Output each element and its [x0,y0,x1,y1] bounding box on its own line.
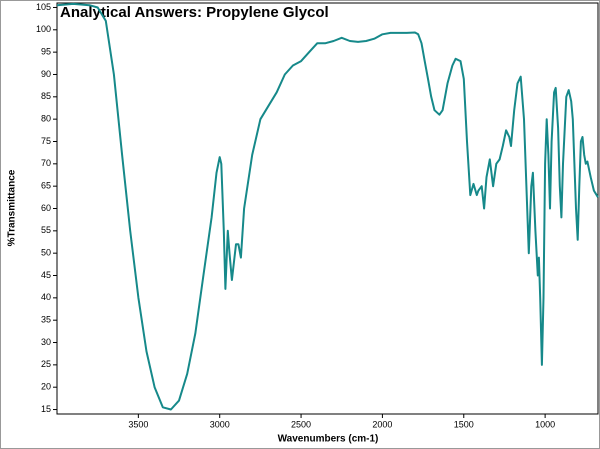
y-tick-label: 105 [36,2,51,12]
x-axis-label: Wavenumbers (cm-1) [278,434,379,445]
y-tick-label: 45 [41,270,51,280]
y-tick-label: 60 [41,203,51,213]
y-tick-label: 50 [41,248,51,258]
y-tick-label: 90 [41,69,51,79]
spectrum-line [56,2,599,411]
y-tick-label: 70 [41,158,51,168]
x-tick-label: 2000 [372,419,392,429]
x-tick-label: 3000 [210,419,230,429]
y-tick-label: 85 [41,91,51,101]
y-tick-label: 95 [41,47,51,57]
y-tick-label: 20 [41,382,51,392]
y-axis-label: %Transmittance [7,169,18,246]
x-tick-label: 3500 [128,419,148,429]
y-tick-label: 30 [41,337,51,347]
chart-title: Analytical Answers: Propylene Glycol [60,4,329,21]
y-tick-label: 55 [41,225,51,235]
y-tick-label: 100 [36,24,51,34]
y-tick-label: 35 [41,315,51,325]
y-tick-label: 25 [41,359,51,369]
y-tick-label: 80 [41,114,51,124]
y-tick-label: 15 [41,404,51,414]
x-tick-label: 2500 [291,419,311,429]
x-tick-label: 1000 [535,419,555,429]
y-tick-label: 65 [41,181,51,191]
y-tick-label: 40 [41,292,51,302]
x-tick-label: 1500 [454,419,474,429]
y-tick-label: 75 [41,136,51,146]
